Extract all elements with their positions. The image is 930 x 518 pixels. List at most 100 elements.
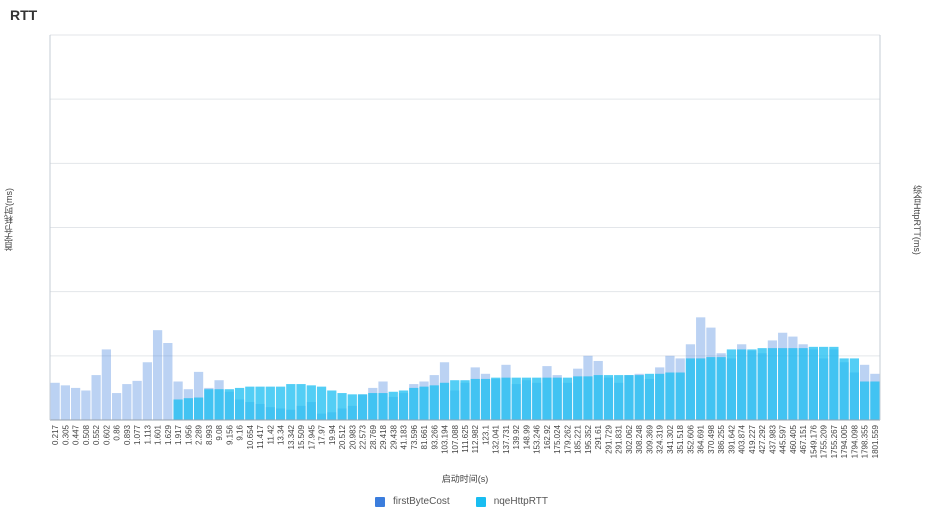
bar-nqe-http-rtt <box>665 372 675 420</box>
bar-nqe-http-rtt <box>193 397 204 420</box>
x-tick-label: 10.654 <box>246 424 255 449</box>
bar-nqe-http-rtt <box>798 348 808 420</box>
bar-nqe-http-rtt <box>829 346 839 420</box>
x-tick-label: 41.183 <box>400 424 409 449</box>
x-tick-label: 13.34 <box>277 424 286 445</box>
bar-nqe-http-rtt <box>224 389 234 420</box>
x-tick-label: 370.498 <box>707 424 716 453</box>
axis-layer <box>49 35 881 421</box>
bar-first-byte-cost <box>142 362 152 420</box>
bar-nqe-http-rtt <box>737 349 747 420</box>
bar-nqe-http-rtt <box>593 375 603 420</box>
bar-nqe-http-rtt <box>501 377 511 420</box>
x-tick-label: 81.661 <box>420 424 429 449</box>
bar-nqe-http-rtt <box>870 381 880 420</box>
x-tick-label: 364.691 <box>697 424 706 453</box>
bar-nqe-http-rtt <box>357 394 368 420</box>
bar-first-byte-cost <box>81 390 91 420</box>
x-tick-label: 0.447 <box>72 424 81 445</box>
bar-nqe-http-rtt <box>716 357 726 420</box>
x-tick-label: 324.319 <box>656 424 665 453</box>
bar-nqe-http-rtt <box>337 393 347 420</box>
bar-nqe-http-rtt <box>378 393 388 420</box>
bar-nqe-http-rtt <box>542 377 552 420</box>
bar-nqe-http-rtt <box>849 358 860 420</box>
bar-nqe-http-rtt <box>409 387 419 420</box>
legend-item-nqe-http-rtt[interactable]: nqeHttpRTT <box>475 496 548 507</box>
x-tick-label: 185.221 <box>574 424 583 453</box>
bar-nqe-http-rtt <box>860 381 870 420</box>
x-tick-label: 403.874 <box>738 424 747 453</box>
series-nqe-http-rtt <box>173 346 880 420</box>
x-tick-label: 29.418 <box>379 424 388 449</box>
chart-title: RTT <box>10 7 38 23</box>
x-tick-label: 20.512 <box>338 424 347 449</box>
bar-nqe-http-rtt <box>275 386 286 420</box>
x-tick-label: 22.573 <box>359 424 368 449</box>
x-tick-label: 20.983 <box>348 424 357 449</box>
y-axis-label-right: 综合HttpRTT(ms) <box>912 185 922 255</box>
x-tick-label: 1.077 <box>133 424 142 445</box>
bar-nqe-http-rtt <box>419 386 429 420</box>
legend-item-first-byte-cost[interactable]: firstByteCost <box>375 496 450 507</box>
bar-nqe-http-rtt <box>511 377 521 420</box>
bar-nqe-http-rtt <box>644 373 655 420</box>
x-tick-label: 0.86 <box>113 424 122 440</box>
x-tick-label: 445.597 <box>779 424 788 453</box>
bar-nqe-http-rtt <box>839 358 849 420</box>
x-tick-label: 291.831 <box>615 424 624 453</box>
bar-nqe-http-rtt <box>562 377 573 420</box>
x-tick-label: 13.342 <box>287 424 296 449</box>
bar-nqe-http-rtt <box>439 382 450 420</box>
x-tick-label: 73.596 <box>410 424 419 449</box>
bar-first-byte-cost <box>152 330 163 420</box>
bar-nqe-http-rtt <box>532 377 542 420</box>
bar-nqe-http-rtt <box>819 346 829 420</box>
x-tick-label: 351.518 <box>676 424 685 453</box>
x-tick-label: 1794.005 <box>840 424 849 458</box>
x-tick-label: 437.983 <box>768 424 777 453</box>
bar-nqe-http-rtt <box>778 348 788 420</box>
x-tick-label: 2.289 <box>195 424 204 445</box>
x-tick-label: 28.769 <box>369 424 378 449</box>
x-tick-label: 0.508 <box>82 424 91 445</box>
bar-first-byte-cost <box>111 393 122 420</box>
bar-first-byte-cost <box>122 384 132 420</box>
x-tick-label: 148.99 <box>522 424 531 449</box>
x-tick-label: 9.156 <box>225 424 234 445</box>
x-tick-label: 1.601 <box>154 424 163 445</box>
bar-nqe-http-rtt <box>234 387 245 420</box>
x-tick-label: 352.606 <box>686 424 695 453</box>
x-tick-label: 391.642 <box>727 424 736 453</box>
x-tick-label: 291.61 <box>594 424 603 449</box>
legend: firstByteCost nqeHttpRTT <box>375 496 548 507</box>
x-tick-label: 308.248 <box>635 424 644 453</box>
bar-nqe-http-rtt <box>450 380 460 420</box>
legend-label-nqe-http-rtt: nqeHttpRTT <box>493 496 548 507</box>
bar-nqe-http-rtt <box>183 398 193 420</box>
x-tick-label: 1.629 <box>164 424 173 445</box>
bar-nqe-http-rtt <box>788 348 798 420</box>
bar-nqe-http-rtt <box>624 375 634 420</box>
x-tick-label: 1.956 <box>184 424 193 445</box>
x-tick-label: 112.982 <box>471 424 480 453</box>
bar-nqe-http-rtt <box>757 348 767 420</box>
x-tick-label: 309.369 <box>645 424 654 453</box>
bar-nqe-http-rtt <box>603 375 614 420</box>
x-tick-label: 467.151 <box>799 424 808 453</box>
bar-nqe-http-rtt <box>398 390 409 420</box>
bar-first-byte-cost <box>91 375 101 420</box>
legend-swatch-nqe-http-rtt <box>475 496 486 507</box>
bar-nqe-http-rtt <box>552 377 562 420</box>
bar-nqe-http-rtt <box>296 384 306 420</box>
bar-nqe-http-rtt <box>573 376 583 420</box>
bar-first-byte-cost <box>163 343 173 420</box>
bar-nqe-http-rtt <box>214 389 224 420</box>
x-tick-label: 15.509 <box>297 424 306 449</box>
x-tick-label: 19.94 <box>328 424 337 445</box>
x-tick-label: 137.731 <box>502 424 511 453</box>
x-tick-label: 132.041 <box>492 424 501 453</box>
legend-swatch-first-byte-cost <box>375 496 385 507</box>
bar-nqe-http-rtt <box>696 358 706 420</box>
